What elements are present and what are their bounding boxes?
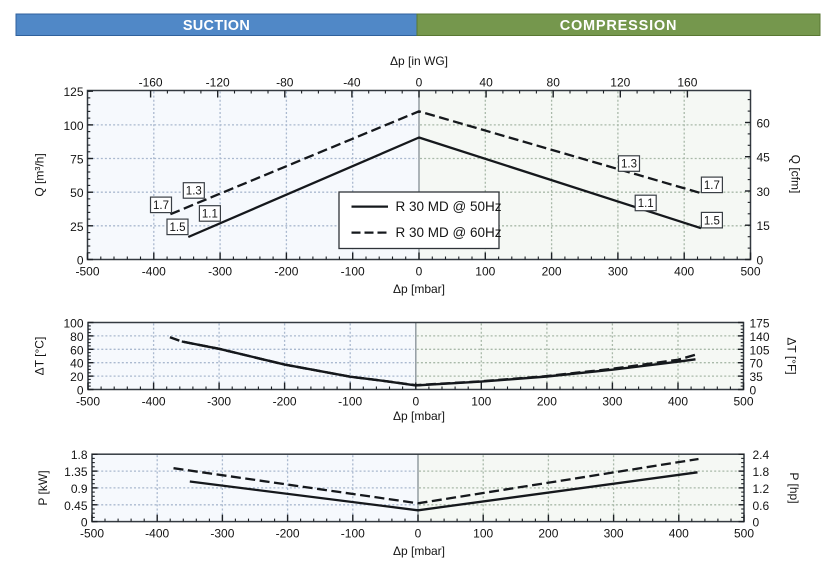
svg-text:300: 300 [608,265,628,279]
svg-text:-400: -400 [142,265,166,279]
svg-text:0: 0 [77,384,84,398]
svg-text:60: 60 [757,117,771,131]
svg-text:0: 0 [750,384,757,398]
svg-text:-200: -200 [274,265,298,279]
svg-text:105: 105 [750,343,770,357]
svg-text:0: 0 [415,527,422,541]
svg-text:1.5: 1.5 [170,222,186,234]
svg-text:-200: -200 [273,395,297,409]
svg-text:1.5: 1.5 [704,215,720,227]
svg-text:0: 0 [416,265,423,279]
svg-text:175: 175 [750,317,770,331]
svg-text:500: 500 [733,395,753,409]
svg-text:R 30 MD @ 60Hz: R 30 MD @ 60Hz [396,225,502,240]
svg-text:100: 100 [63,119,83,133]
svg-text:60: 60 [70,343,84,357]
svg-text:45: 45 [757,151,771,165]
svg-text:-300: -300 [210,527,234,541]
svg-text:1.8: 1.8 [71,448,88,462]
svg-text:-80: -80 [276,75,294,89]
svg-text:COMPRESSION: COMPRESSION [560,18,678,34]
svg-text:1.35: 1.35 [64,465,88,479]
svg-text:0: 0 [416,75,423,89]
svg-text:200: 200 [542,265,562,279]
svg-text:0: 0 [77,254,84,268]
svg-text:R 30 MD @ 50Hz: R 30 MD @ 50Hz [396,199,502,214]
svg-text:-500: -500 [75,265,99,279]
svg-text:Δp [in WG]: Δp [in WG] [390,54,448,68]
svg-text:Δp [mbar]: Δp [mbar] [393,544,445,558]
svg-text:0: 0 [412,395,419,409]
svg-text:-100: -100 [341,527,365,541]
svg-text:-160: -160 [139,75,163,89]
svg-text:30: 30 [757,185,771,199]
svg-text:120: 120 [610,75,630,89]
svg-text:-120: -120 [206,75,230,89]
svg-text:0.45: 0.45 [64,499,88,513]
svg-text:-500: -500 [76,395,100,409]
svg-text:300: 300 [604,527,624,541]
svg-text:50: 50 [70,186,84,200]
svg-text:Q [m³/h]: Q [m³/h] [33,153,47,196]
svg-text:Q [cfm]: Q [cfm] [789,155,803,194]
svg-text:ΔT [°F]: ΔT [°F] [785,337,799,374]
svg-text:200: 200 [537,395,557,409]
svg-text:P [kW]: P [kW] [36,470,50,505]
svg-text:70: 70 [750,357,764,371]
svg-text:1.2: 1.2 [753,482,770,496]
svg-text:200: 200 [538,527,558,541]
svg-text:-200: -200 [276,527,300,541]
svg-text:0: 0 [757,254,764,268]
svg-text:40: 40 [70,357,84,371]
svg-text:80: 80 [70,330,84,344]
svg-text:2.4: 2.4 [753,448,770,462]
svg-text:40: 40 [479,75,493,89]
svg-text:400: 400 [669,527,689,541]
svg-text:-40: -40 [343,75,361,89]
svg-text:300: 300 [602,395,622,409]
svg-text:1.3: 1.3 [186,186,202,198]
svg-text:500: 500 [734,527,754,541]
svg-text:-500: -500 [80,527,104,541]
svg-text:1.1: 1.1 [202,209,218,221]
svg-text:1.1: 1.1 [638,198,654,210]
svg-text:-100: -100 [338,395,362,409]
svg-text:80: 80 [547,75,561,89]
svg-text:400: 400 [674,265,694,279]
svg-text:100: 100 [473,527,493,541]
svg-text:1.7: 1.7 [704,180,720,192]
svg-text:75: 75 [70,153,84,167]
svg-text:-300: -300 [208,265,232,279]
svg-text:0.9: 0.9 [71,482,88,496]
svg-text:500: 500 [740,265,760,279]
svg-text:140: 140 [750,330,770,344]
svg-text:-400: -400 [142,395,166,409]
svg-text:SUCTION: SUCTION [183,18,250,34]
svg-text:35: 35 [750,370,764,384]
svg-text:1.8: 1.8 [753,465,770,479]
svg-text:-100: -100 [341,265,365,279]
svg-text:0: 0 [81,516,88,530]
svg-text:P [hp]: P [hp] [787,472,801,503]
svg-text:Δp [mbar]: Δp [mbar] [393,409,445,423]
svg-text:0.6: 0.6 [753,499,770,513]
svg-text:100: 100 [63,317,83,331]
svg-text:1.3: 1.3 [621,159,637,171]
svg-text:20: 20 [70,370,84,384]
svg-text:-400: -400 [145,527,169,541]
svg-text:0: 0 [753,516,760,530]
svg-text:-300: -300 [207,395,231,409]
svg-text:125: 125 [63,85,83,99]
svg-text:100: 100 [475,265,495,279]
svg-text:1.7: 1.7 [153,200,169,212]
svg-text:15: 15 [757,219,771,233]
svg-text:25: 25 [70,220,84,234]
svg-text:ΔT [°C]: ΔT [°C] [33,337,47,376]
svg-text:100: 100 [471,395,491,409]
svg-text:Δp [mbar]: Δp [mbar] [393,282,445,296]
svg-text:400: 400 [668,395,688,409]
svg-text:160: 160 [677,75,697,89]
